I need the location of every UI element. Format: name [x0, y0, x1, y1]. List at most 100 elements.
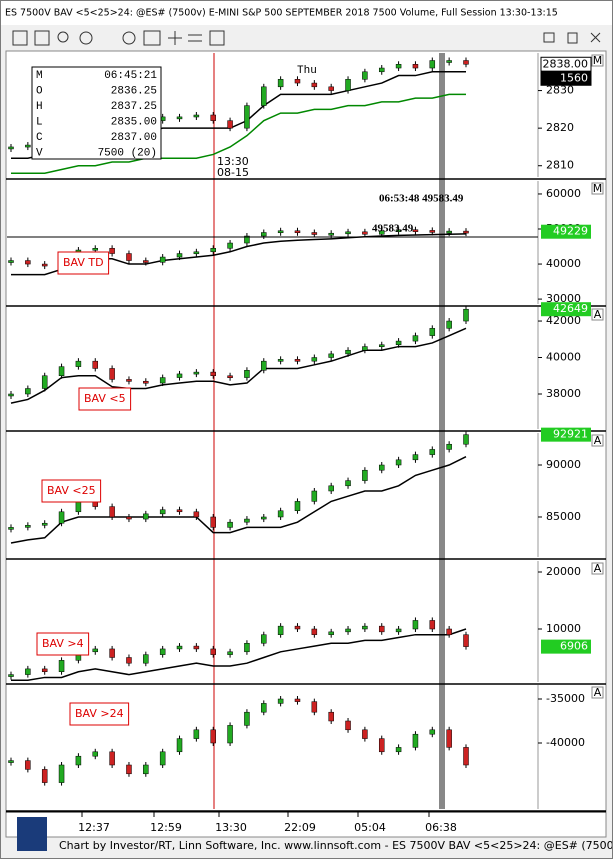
candle [412, 454, 419, 461]
candle [244, 642, 250, 653]
restore-button[interactable] [543, 32, 555, 43]
panel-label: BAV TD [63, 256, 104, 269]
candle [261, 360, 267, 371]
panel-label-box [57, 251, 110, 275]
candle [277, 698, 284, 704]
price-tag [541, 639, 591, 654]
candle [395, 747, 402, 753]
candle [446, 628, 452, 635]
candle [25, 760, 31, 770]
toolbar-icon[interactable] [122, 31, 136, 45]
toolbar-icon[interactable] [79, 31, 93, 45]
candle [244, 711, 250, 726]
candle [193, 114, 200, 118]
candle [227, 725, 233, 744]
candle [277, 510, 284, 518]
candle [92, 248, 99, 251]
candle [378, 738, 385, 753]
ohlc-key: L [36, 116, 43, 128]
candle [378, 67, 385, 73]
candle [126, 253, 132, 261]
copy-button[interactable] [567, 32, 578, 44]
side-button-label: A [594, 562, 602, 575]
candle [446, 729, 452, 748]
price-tag [540, 70, 592, 86]
side-button-label: A [594, 686, 602, 699]
candle [41, 769, 48, 783]
candle [311, 701, 318, 713]
candle [378, 464, 385, 471]
y-tick-label: -35000 [546, 692, 585, 705]
side-button [591, 308, 604, 321]
candle [159, 751, 166, 766]
candle [463, 230, 469, 234]
footer: Chart by Investor/RT, Linn Software, Inc… [59, 839, 612, 852]
candle [210, 114, 216, 121]
y-tick-label: 90000 [546, 458, 581, 471]
side-button-label: M [593, 182, 603, 195]
y-tick-label: 2820 [546, 121, 574, 134]
panel-label-box [69, 702, 130, 726]
candle [159, 648, 166, 655]
candle [378, 230, 385, 235]
ohlc-value: 2835.00 [111, 116, 157, 128]
candle [210, 648, 216, 655]
candle [412, 733, 419, 748]
ohlc-box [31, 66, 162, 160]
candle [395, 459, 402, 466]
toolbar-icon[interactable] [209, 30, 225, 46]
candle [176, 373, 183, 378]
y-tick-label: 60000 [546, 187, 581, 200]
candle [143, 764, 149, 775]
cursor-readout: 06:53:48 49583.49 [379, 193, 464, 205]
candle [311, 490, 318, 502]
candle [294, 359, 301, 362]
candle [8, 674, 14, 677]
candle [92, 648, 99, 653]
y-tick-label: 40000 [546, 351, 581, 364]
candle [412, 229, 419, 232]
candle [58, 660, 65, 672]
candle [345, 480, 351, 487]
ohlc-key: M [36, 70, 43, 82]
candle [210, 516, 216, 528]
toolbar-icon[interactable] [188, 34, 202, 42]
candle [463, 747, 469, 766]
time-label: 13:30 [217, 155, 249, 168]
candle [176, 645, 183, 650]
candle [328, 86, 334, 91]
candle [193, 251, 200, 255]
candle [311, 232, 318, 235]
candle [176, 509, 183, 513]
candle [176, 253, 183, 258]
candle [277, 359, 284, 362]
candle [277, 79, 284, 88]
close-button[interactable] [590, 32, 601, 43]
toolbar-icon[interactable] [34, 30, 50, 46]
side-button [591, 182, 604, 195]
candle [429, 449, 436, 455]
candle [227, 651, 233, 655]
side-button [591, 686, 604, 699]
candle [126, 516, 132, 520]
ohlc-value: 7500 (20) [98, 147, 157, 159]
candle [58, 511, 65, 524]
candle [109, 648, 115, 658]
x-tick-label: 13:30 [215, 821, 247, 834]
candle [261, 232, 267, 237]
candle [378, 344, 385, 347]
candle [362, 71, 368, 80]
candle [193, 511, 200, 518]
candle [75, 360, 82, 367]
toolbar-icon[interactable] [143, 30, 161, 46]
toolbar-icon[interactable] [12, 30, 28, 46]
y-tick-label: -40000 [546, 736, 585, 749]
toolbar-icon[interactable] [57, 31, 69, 43]
toolbar-icon[interactable] [168, 31, 182, 45]
x-tick-label: 06:38 [425, 821, 457, 834]
candle [109, 751, 115, 766]
side-button [591, 54, 604, 67]
candle [446, 60, 452, 63]
candle [244, 518, 250, 523]
